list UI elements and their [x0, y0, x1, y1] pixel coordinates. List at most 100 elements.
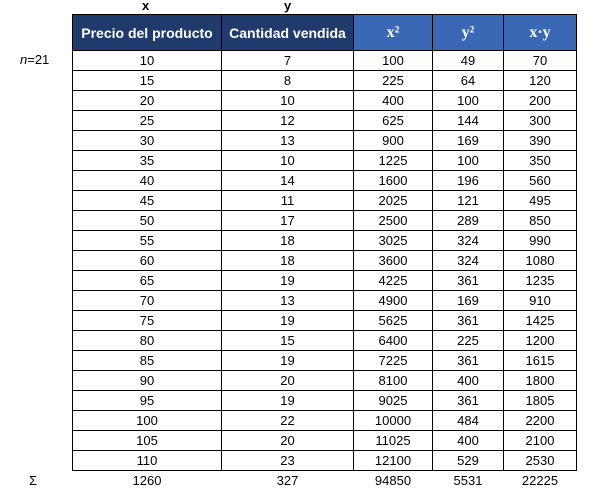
header-cell: x·y [503, 14, 577, 51]
cell: 2500 [353, 210, 433, 231]
cell: 105 [72, 430, 222, 451]
cell: 390 [503, 130, 577, 151]
cell: 15 [221, 330, 354, 351]
cell: 19 [221, 310, 354, 331]
cell: 23 [221, 450, 354, 471]
cell: 169 [432, 290, 504, 311]
cell: 2530 [503, 450, 577, 471]
cell: 400 [432, 370, 504, 391]
column-letter: x [142, 0, 150, 13]
n-value: =21 [27, 52, 50, 67]
cell: 40 [72, 170, 222, 191]
cell: 850 [503, 210, 577, 231]
cell: 400 [353, 90, 433, 111]
cell: 900 [353, 130, 433, 151]
cell: 910 [503, 290, 577, 311]
cell: 1225 [353, 150, 433, 171]
cell: 10 [221, 90, 354, 111]
cell: 90 [72, 370, 222, 391]
cell: 70 [72, 290, 222, 311]
data-row: 80 15 6400 225 1200 [72, 330, 577, 351]
cell: 324 [432, 250, 504, 271]
cell: 289 [432, 210, 504, 231]
header-cell: x² [353, 14, 433, 51]
total-cell: 22225 [521, 473, 559, 488]
cell: 361 [432, 390, 504, 411]
cell: 13 [221, 130, 354, 151]
cell: 10 [221, 150, 354, 171]
cell: 5625 [353, 310, 433, 331]
data-row: 40 14 1600 196 560 [72, 170, 577, 191]
header-row: Precio del producto Cantidad vendida x² y² x… [72, 14, 577, 51]
header-cell: Precio del producto [72, 14, 222, 51]
cell: 225 [353, 70, 433, 91]
total-row: 1260 327 94850 5531 22225 [73, 471, 577, 491]
cell: 1425 [503, 310, 577, 331]
cell: 110 [72, 450, 222, 471]
cell: 361 [432, 310, 504, 331]
header-cell: Cantidad vendida [221, 14, 354, 51]
data-row: 85 19 7225 361 1615 [72, 350, 577, 371]
data-row: 60 18 3600 324 1080 [72, 250, 577, 271]
cell: 1235 [503, 270, 577, 291]
data-row: 55 18 3025 324 990 [72, 230, 577, 251]
cell: 990 [503, 230, 577, 251]
cell: 324 [432, 230, 504, 251]
cell: 14 [221, 170, 354, 191]
cell: 85 [72, 350, 222, 371]
data-row: 45 11 2025 121 495 [72, 190, 577, 211]
cell: 196 [432, 170, 504, 191]
total-cell: 94850 [374, 473, 412, 488]
cell: 50 [72, 210, 222, 231]
cell: 12 [221, 110, 354, 131]
cell: 70 [503, 50, 577, 71]
cell: 400 [432, 430, 504, 451]
cell: 22 [221, 410, 354, 431]
cell: 49 [432, 50, 504, 71]
cell: 80 [72, 330, 222, 351]
cell: 17 [221, 210, 354, 231]
column-letter: y [284, 0, 292, 13]
cell: 1615 [503, 350, 577, 371]
header-cell: y² [432, 14, 504, 51]
cell: 11 [221, 190, 354, 211]
cell: 55 [72, 230, 222, 251]
cell: 200 [503, 90, 577, 111]
cell: 120 [503, 70, 577, 91]
cell: 35 [72, 150, 222, 171]
cell: 3025 [353, 230, 433, 251]
cell: 1805 [503, 390, 577, 411]
cell: 18 [221, 230, 354, 251]
cell: 100 [432, 150, 504, 171]
cell: 6400 [353, 330, 433, 351]
cell: 350 [503, 150, 577, 171]
cell: 361 [432, 270, 504, 291]
data-table: Precio del producto Cantidad vendida x² y² x… [72, 14, 577, 490]
cell: 529 [432, 450, 504, 471]
data-row: 95 19 9025 361 1805 [72, 390, 577, 411]
cell: 2025 [353, 190, 433, 211]
cell: 2200 [503, 410, 577, 431]
cell: 484 [432, 410, 504, 431]
cell: 60 [72, 250, 222, 271]
data-row: 100 22 10000 484 2200 [72, 410, 577, 431]
cell: 13 [221, 290, 354, 311]
cell: 169 [432, 130, 504, 151]
cell: 560 [503, 170, 577, 191]
cell: 45 [72, 190, 222, 211]
sum-symbol: Σ [29, 473, 38, 488]
cell: 1200 [503, 330, 577, 351]
data-row: 90 20 8100 400 1800 [72, 370, 577, 391]
cell: 20 [72, 90, 222, 111]
cell: 100 [353, 50, 433, 71]
data-row: 50 17 2500 289 850 [72, 210, 577, 231]
cell: 20 [221, 430, 354, 451]
data-row: 110 23 12100 529 2530 [72, 450, 577, 471]
cell: 19 [221, 270, 354, 291]
cell: 9025 [353, 390, 433, 411]
total-cell: 327 [276, 473, 299, 488]
total-cell: 5531 [453, 473, 483, 488]
cell: 7 [221, 50, 354, 71]
cell: 100 [432, 90, 504, 111]
